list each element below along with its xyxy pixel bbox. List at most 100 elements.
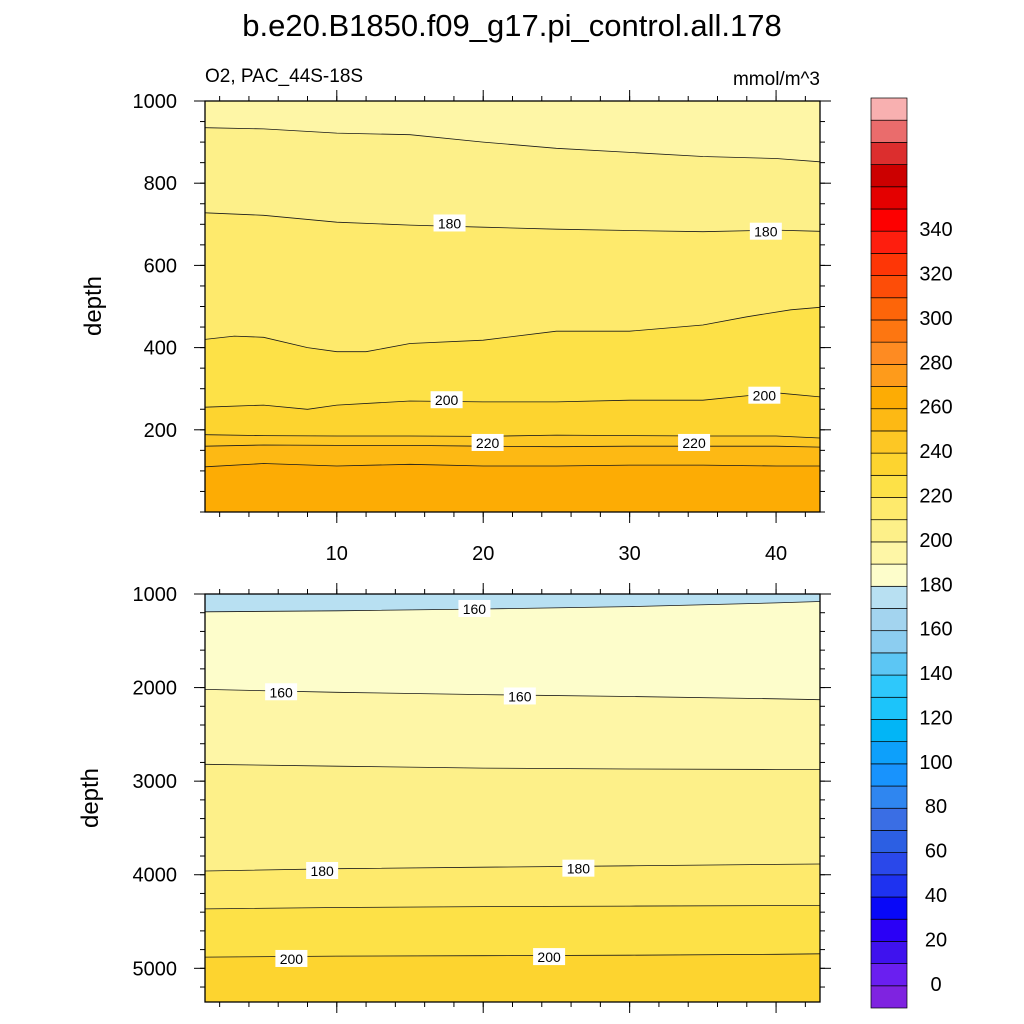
colorbar-swatch [870, 408, 908, 432]
colorbar-swatch [870, 963, 908, 987]
contour-label-text: 180 [754, 224, 778, 240]
colorbar-swatch [870, 918, 908, 942]
contour-label-text: 200 [435, 392, 459, 408]
colorbar-swatch [870, 896, 908, 920]
colorbar-swatch [870, 164, 908, 188]
contour-label: 200 [430, 391, 463, 409]
colorbar-swatch [870, 719, 908, 743]
contour-label: 220 [471, 433, 504, 451]
colorbar-swatch [870, 97, 908, 121]
contour-line [205, 689, 820, 701]
x-tick-label: 40 [765, 543, 787, 565]
colorbar-swatch [870, 497, 908, 521]
contour-band [205, 434, 820, 448]
contour-label-text: 200 [537, 949, 561, 965]
upper-y-axis-label: depth [80, 276, 107, 336]
contour-line [205, 763, 820, 770]
contour-label-text: 180 [438, 215, 462, 231]
colorbar-swatch [870, 541, 908, 565]
colorbar-swatch [870, 852, 908, 876]
colorbar-swatch [870, 253, 908, 276]
lower-contour-panel: 160 160 160 180 180 200 200 1000 2000 3000 4000 500… [133, 583, 831, 1013]
colorbar-tick-label: 200 [919, 530, 952, 552]
colorbar-swatch [870, 119, 908, 143]
colorbar-tick-label: 120 [919, 707, 952, 729]
contour-label: 200 [533, 948, 566, 966]
colorbar-swatch [870, 608, 908, 632]
y-tick-label: 1000 [133, 91, 178, 113]
contour-label-text: 200 [753, 388, 777, 404]
colorbar-swatch [870, 142, 908, 165]
colorbar-swatch [870, 430, 908, 454]
colorbar-swatch [870, 341, 908, 365]
contour-line [205, 212, 820, 233]
contour-band [205, 127, 820, 232]
contour-line [205, 444, 820, 448]
colorbar-tick-label: 80 [925, 796, 947, 818]
colorbar: 0 20 40 60 80 100 120 140 160 180 200 220 240 260 280 3… [870, 97, 953, 1009]
y-tick-label: 4000 [133, 865, 178, 887]
colorbar-tick-label: 160 [919, 619, 952, 641]
y-tick-label: 2000 [133, 678, 178, 700]
contour-label: 220 [678, 433, 711, 451]
colorbar-tick-label: 0 [930, 974, 941, 996]
colorbar-tick-label: 40 [925, 885, 947, 907]
contour-label: 180 [562, 859, 595, 877]
contour-label: 160 [458, 599, 491, 617]
y-tick-label: 5000 [133, 958, 178, 980]
contour-label-text: 160 [269, 684, 293, 700]
contour-label: 200 [748, 386, 781, 404]
x-tick-label: 30 [619, 543, 641, 565]
contour-band [205, 864, 820, 909]
contour-line [205, 434, 820, 439]
contour-label-text: 180 [567, 861, 591, 877]
colorbar-swatch [870, 874, 908, 898]
y-tick-label: 3000 [133, 771, 178, 793]
colorbar-swatch [870, 630, 908, 654]
contour-label-text: 220 [682, 435, 706, 451]
colorbar-tick-label: 220 [919, 486, 952, 508]
contour-band [205, 953, 820, 1002]
contour-label-text: 160 [463, 601, 487, 617]
colorbar-swatch [870, 186, 908, 210]
colorbar-tick-label: 300 [919, 308, 952, 330]
contour-label: 200 [275, 949, 308, 967]
contour-band [205, 463, 820, 512]
x-tick-label: 20 [472, 543, 494, 565]
contour-label-text: 180 [310, 863, 334, 879]
colorbar-tick-label: 20 [925, 929, 947, 951]
figure-title: b.e20.B1850.f09_g17.pi_control.all.178 [242, 8, 782, 43]
colorbar-swatch [870, 741, 908, 765]
lower-y-axis-label: depth [77, 768, 104, 828]
contour-line [205, 601, 820, 613]
y-tick-label: 200 [144, 420, 177, 442]
y-tick-label: 1000 [133, 584, 178, 606]
contour-line [205, 392, 820, 410]
contour-band [205, 445, 820, 467]
colorbar-swatch [870, 563, 908, 587]
colorbar-swatch [870, 319, 908, 343]
contour-band [205, 594, 820, 612]
contour-band [205, 601, 820, 700]
units-label: mmol/m^3 [733, 69, 820, 90]
colorbar-swatch [870, 585, 908, 609]
contour-band [205, 307, 820, 410]
contour-label-text: 200 [280, 951, 304, 967]
contour-band [205, 212, 820, 352]
colorbar-swatch [870, 474, 908, 498]
contour-label: 160 [503, 687, 536, 705]
axis-ticks [194, 583, 831, 1013]
contour-band [205, 101, 820, 162]
contour-line [205, 463, 820, 468]
colorbar-tick-label: 280 [919, 352, 952, 374]
variable-label: O2, PAC_44S-18S [205, 66, 363, 87]
colorbar-swatch [870, 386, 908, 410]
colorbar-swatch [870, 830, 908, 853]
colorbar-tick-label: 340 [919, 219, 952, 241]
colorbar-swatch [870, 297, 908, 321]
colorbar-swatch [870, 785, 908, 809]
colorbar-swatch [870, 208, 908, 232]
contour-label-text: 160 [508, 688, 532, 704]
y-tick-label: 400 [144, 338, 177, 360]
